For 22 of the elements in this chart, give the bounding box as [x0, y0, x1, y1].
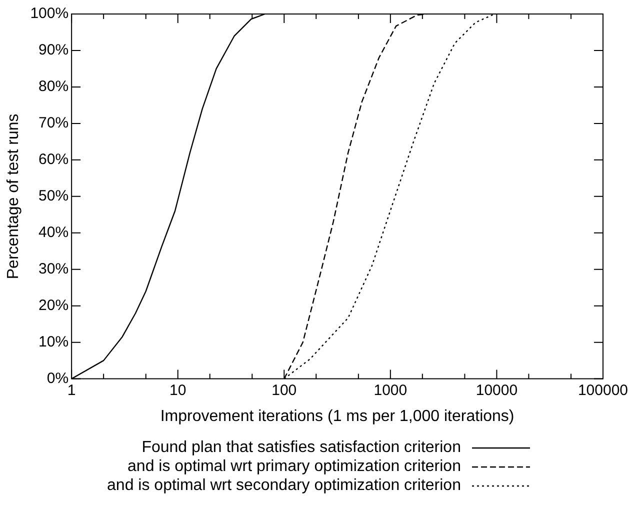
- y-axis-title: Percentage of test runs: [5, 114, 22, 280]
- y-tick-label: 20%: [38, 296, 69, 314]
- y-tick-label: 60%: [38, 151, 69, 168]
- y-tick-label: 40%: [38, 224, 69, 242]
- y-tick-label: 50%: [38, 188, 69, 205]
- x-tick-label: 1: [67, 382, 76, 399]
- legend-label: Found plan that satisfies satisfaction criterion: [140, 438, 461, 457]
- y-tick-label: 70%: [38, 114, 69, 132]
- x-tick-label: 100: [272, 382, 297, 399]
- y-tick-label: 10%: [38, 333, 69, 350]
- y-tick-label: 30%: [38, 260, 69, 278]
- y-tick-label: 0%: [46, 370, 69, 387]
- y-tick-label: 100%: [30, 5, 69, 22]
- x-tick-label: 1000: [374, 382, 408, 399]
- x-tick-label: 10000: [476, 382, 518, 399]
- legend-label: and is optimal wrt primary optimization criterion: [126, 457, 461, 476]
- x-tick-label: 10: [170, 382, 186, 399]
- legend-label: and is optimal wrt secondary optimization criterion: [107, 476, 461, 495]
- x-tick-label: 100000: [578, 382, 628, 399]
- x-axis-title: Improvement iterations (1 ms per 1,000 iterations): [160, 408, 514, 425]
- y-tick-label: 90%: [38, 42, 69, 59]
- y-tick-label: 80%: [38, 78, 69, 96]
